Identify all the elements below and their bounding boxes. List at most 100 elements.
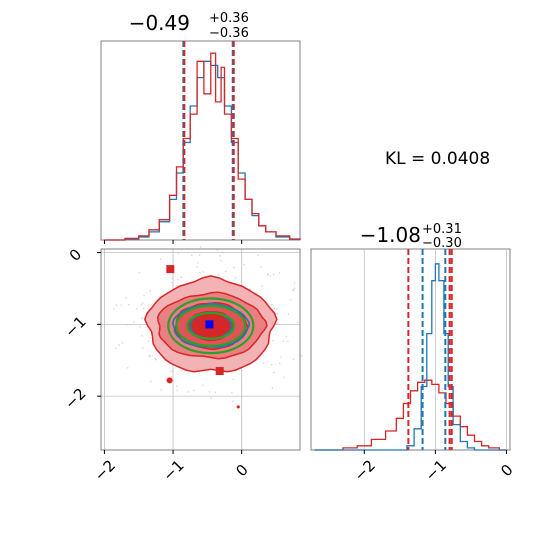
scatter-point bbox=[296, 321, 299, 323]
hist2-content bbox=[314, 249, 507, 451]
scatter-point bbox=[196, 266, 199, 268]
scatter-point bbox=[176, 284, 178, 287]
scatter-point bbox=[140, 303, 143, 306]
scatter-point bbox=[171, 376, 173, 378]
scatter-point bbox=[143, 294, 145, 297]
scatter2d-ytick-label: −1 bbox=[61, 313, 89, 341]
scatter-point bbox=[199, 271, 201, 274]
scatter-point bbox=[278, 362, 281, 365]
scatter-point bbox=[272, 273, 275, 276]
param1-title: −0.49 bbox=[129, 11, 190, 35]
green-contour bbox=[175, 304, 247, 348]
scatter-point bbox=[271, 387, 274, 389]
scatter-point bbox=[139, 325, 141, 328]
scatter-point bbox=[126, 366, 129, 369]
scatter2d-xtick-label: −1 bbox=[159, 456, 187, 484]
scatter-point bbox=[273, 307, 276, 310]
scatter-point bbox=[220, 259, 222, 262]
scatter-point bbox=[191, 254, 193, 257]
scatter-point bbox=[150, 380, 152, 383]
scatter-point bbox=[278, 272, 281, 274]
scatter-point bbox=[142, 347, 144, 349]
scatter2d-frame bbox=[100, 248, 301, 451]
scatter-point bbox=[232, 378, 235, 381]
scatter-point bbox=[175, 385, 178, 387]
red-outlier-spot bbox=[236, 405, 240, 409]
scatter-point bbox=[217, 273, 220, 276]
hist2-frame bbox=[310, 248, 511, 451]
scatter-point bbox=[282, 340, 284, 342]
hist2-xtick-label: −1 bbox=[422, 456, 450, 484]
scatter-point bbox=[221, 251, 224, 254]
scatter-point bbox=[202, 271, 205, 273]
hist2-xtick-label: −2 bbox=[351, 456, 379, 484]
scatter-point bbox=[257, 254, 259, 256]
scatter2d-content bbox=[101, 246, 303, 450]
hist1-panel: −0.49 +0.36 −0.36 bbox=[100, 11, 301, 241]
scatter-point bbox=[113, 308, 115, 310]
scatter-point bbox=[287, 340, 289, 343]
scatter-point bbox=[276, 312, 278, 315]
red-square-marker bbox=[215, 367, 224, 376]
scatter-point bbox=[259, 266, 262, 268]
scatter-point bbox=[177, 278, 179, 281]
scatter-point bbox=[159, 258, 162, 260]
scatter-point bbox=[272, 371, 275, 374]
scatter-point bbox=[276, 322, 279, 325]
param1-plus: +0.36 bbox=[209, 11, 249, 26]
scatter-point bbox=[267, 274, 269, 276]
scatter2d-ytick-label: 0 bbox=[66, 245, 85, 264]
scatter2d-panel bbox=[100, 246, 303, 451]
scatter-point bbox=[171, 277, 173, 280]
scatter-point bbox=[147, 304, 149, 307]
hist1-red-line bbox=[104, 52, 301, 241]
scatter-point bbox=[224, 270, 227, 273]
scatter-point bbox=[300, 354, 303, 357]
red-square-marker bbox=[166, 265, 175, 274]
scatter-point bbox=[276, 308, 278, 310]
scatter-point bbox=[115, 304, 118, 306]
scatter-point bbox=[269, 274, 272, 277]
scatter-point bbox=[234, 277, 237, 279]
green-contour bbox=[186, 311, 236, 340]
scatter-point bbox=[290, 298, 292, 301]
blue-square-marker bbox=[205, 320, 214, 329]
scatter-point bbox=[121, 342, 124, 344]
scatter-point bbox=[170, 370, 173, 373]
scatter-point bbox=[219, 255, 221, 257]
scatter-point bbox=[149, 354, 151, 357]
param1-minus: −0.36 bbox=[209, 26, 249, 41]
scatter-point bbox=[114, 347, 117, 350]
scatter-point bbox=[148, 355, 151, 358]
hist2-red-line bbox=[314, 379, 507, 451]
scatter-point bbox=[233, 266, 235, 269]
scatter-point bbox=[201, 384, 204, 387]
scatter-point bbox=[208, 391, 211, 393]
scatter-point bbox=[138, 271, 141, 274]
scatter-point bbox=[118, 344, 120, 346]
scatter2d-xtick-label: 0 bbox=[232, 461, 251, 480]
scatter-point bbox=[283, 376, 285, 379]
blue-contour bbox=[172, 302, 251, 348]
scatter-point bbox=[177, 252, 180, 254]
scatter-point bbox=[147, 340, 150, 343]
scatter-point bbox=[154, 357, 157, 360]
scatter-point bbox=[197, 262, 199, 264]
kl-divergence-label: KL = 0.0408 bbox=[385, 149, 490, 169]
scatter-point bbox=[292, 358, 295, 361]
hist1-frame bbox=[100, 40, 301, 241]
scatter2d-ytick-label: −2 bbox=[61, 384, 89, 412]
scatter-point bbox=[125, 323, 128, 326]
scatter-point bbox=[243, 263, 245, 266]
scatter-point bbox=[176, 389, 178, 392]
hist1-blue-line bbox=[104, 60, 301, 241]
scatter-point bbox=[293, 281, 296, 284]
red-square-marker bbox=[207, 326, 216, 335]
scatter-point bbox=[272, 339, 274, 342]
scatter-point bbox=[293, 287, 296, 290]
scatter-point bbox=[127, 303, 130, 306]
scatter-point bbox=[261, 285, 264, 287]
red-outlier-spot bbox=[166, 377, 173, 384]
scatter-point bbox=[270, 363, 273, 366]
